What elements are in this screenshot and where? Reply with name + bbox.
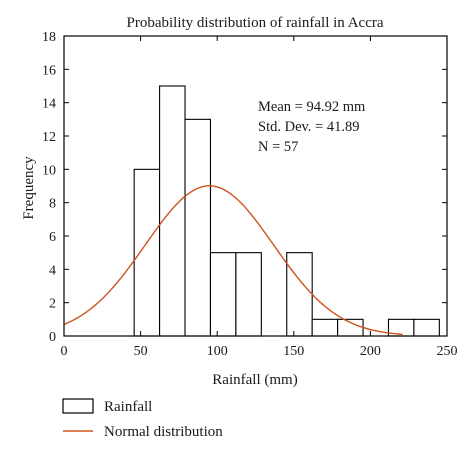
legend-label-rainfall: Rainfall [104, 399, 152, 415]
x-tick-label: 200 [360, 344, 381, 359]
annotation-std: Std. Dev. = 41.89 [258, 119, 360, 135]
y-axis-label: Frequency [21, 156, 37, 220]
y-tick-label: 4 [49, 263, 56, 278]
histogram-bar-3 [209, 252, 237, 337]
histogram-bar-7 [311, 318, 339, 337]
annotation-n: N = 57 [258, 139, 298, 155]
legend: Rainfall Normal distribution [62, 398, 223, 440]
legend-swatch-rainfall [62, 398, 94, 414]
x-axis-label: Rainfall (mm) [212, 372, 297, 388]
y-tick-label: 8 [49, 197, 56, 212]
histogram-bars [133, 85, 440, 337]
histogram-bar-6 [286, 252, 313, 337]
normal-curve-layer [63, 185, 403, 336]
chart-title: Probability distribution of rainfall in … [126, 15, 383, 31]
histogram-bar-11 [413, 318, 440, 337]
annotation-mean: Mean = 94.92 mm [258, 99, 366, 115]
y-tick-label: 18 [42, 30, 56, 45]
axes-frame [63, 35, 448, 337]
y-axis-ticks: 0 2 4 6 8 10 12 14 16 18 [42, 30, 447, 345]
y-tick-label: 2 [49, 297, 56, 312]
y-tick-label: 16 [42, 63, 56, 78]
histogram-bar-2 [184, 118, 212, 337]
histogram-bar-4 [235, 252, 262, 337]
x-tick-label: 100 [207, 344, 228, 359]
x-tick-label: 150 [283, 344, 304, 359]
x-tick-label: 50 [134, 344, 148, 359]
legend-label-normal: Normal distribution [104, 424, 223, 440]
y-tick-label: 0 [49, 330, 56, 345]
y-tick-label: 6 [49, 230, 56, 245]
histogram-bar-0 [133, 168, 161, 337]
histogram-bar-1 [159, 85, 186, 337]
x-tick-label: 250 [437, 344, 458, 359]
x-axis-ticks: 0 50 100 150 200 250 [61, 36, 458, 359]
plot-frame [63, 35, 448, 337]
normal-distribution-curve [63, 185, 403, 336]
y-tick-label: 12 [42, 130, 56, 145]
x-tick-label: 0 [61, 344, 68, 359]
y-tick-label: 14 [42, 97, 56, 112]
y-tick-label: 10 [42, 163, 56, 178]
